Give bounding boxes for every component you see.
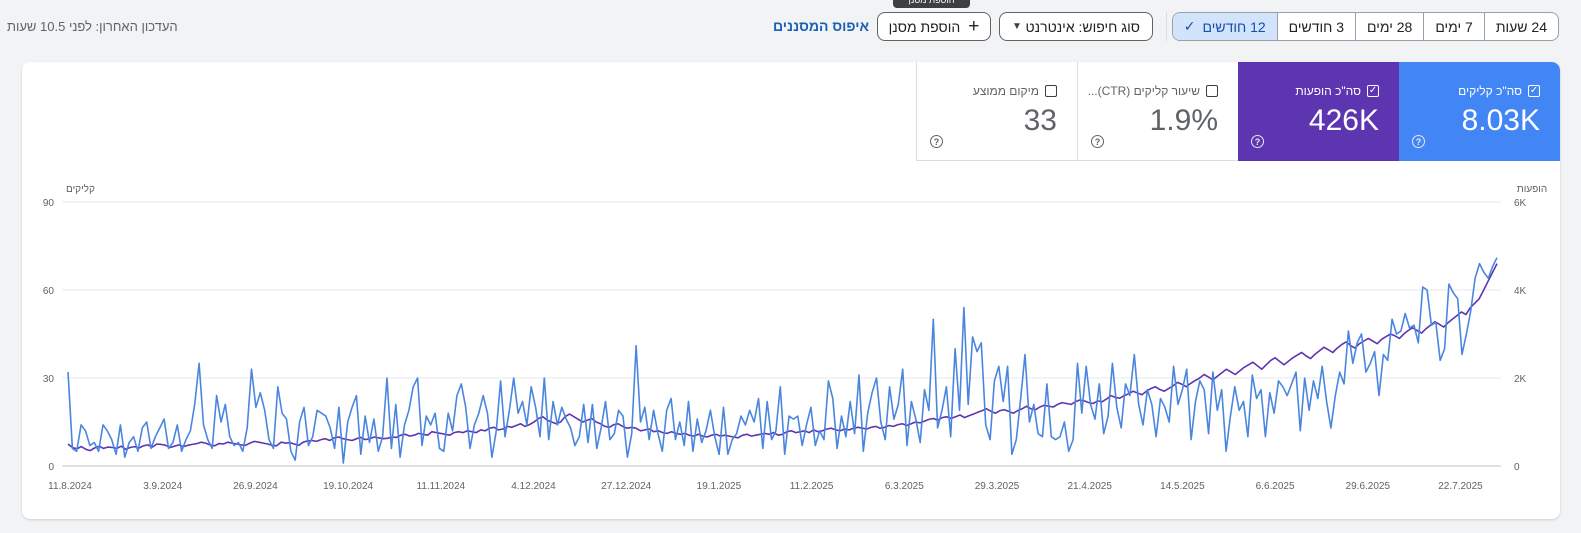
x-axis-tick-label: 11.2.2025	[790, 481, 834, 492]
metric-label: סה"כ קליקים	[1458, 84, 1522, 98]
metric-value: 1.9%	[1149, 104, 1218, 137]
left-axis-tick-label: 0	[48, 462, 54, 473]
metric-value: 33	[1023, 104, 1057, 137]
series-line-impressions	[67, 263, 1498, 452]
help-icon[interactable]: ?	[1251, 135, 1264, 148]
right-axis-tick-label: 4K	[1514, 286, 1527, 297]
x-axis-tick-label: 27.12.2024	[601, 481, 651, 492]
toolbar-divider	[1166, 12, 1167, 41]
metric-label-row: ✓ סה"כ הופעות	[1295, 84, 1379, 98]
left-axis-tick-label: 90	[43, 198, 55, 209]
date-range-label: 3 חודשים	[1288, 18, 1345, 35]
check-icon: ✓	[1183, 18, 1196, 34]
x-axis-tick-label: 19.1.2025	[697, 481, 742, 492]
left-axis-title: קליקים	[66, 183, 95, 195]
dropdown-caret-icon: ▼	[1012, 21, 1022, 32]
left-axis-tick-label: 30	[43, 374, 55, 385]
date-range-label: 12 חודשים	[1202, 18, 1266, 35]
date-range-selector: 24 שעות 7 ימים 28 ימים 3 חודשים 12 חודשים ✓	[1171, 12, 1559, 41]
x-axis-tick-label: 29.6.2025	[1346, 481, 1391, 492]
date-range-button[interactable]: 7 ימים	[1423, 13, 1484, 40]
add-filter-label: הוספת מסנן	[888, 18, 961, 35]
checkbox-checked-icon[interactable]: ✓	[1528, 85, 1540, 97]
reset-filters-link[interactable]: איפוס המסננים	[773, 18, 870, 34]
checkbox-unchecked-icon[interactable]	[1045, 85, 1057, 97]
right-axis-title: הופעות	[1517, 184, 1547, 195]
search-type-dropdown[interactable]: סוג חיפוש: אינטרנט ▼	[999, 12, 1153, 41]
metric-card-position[interactable]: מיקום ממוצע 33 ?	[916, 62, 1077, 161]
date-range-button[interactable]: 24 שעות	[1483, 13, 1558, 40]
x-axis-tick-label: 14.5.2025	[1160, 481, 1205, 492]
date-range-label: 28 ימים	[1367, 18, 1413, 35]
performance-line-chart[interactable]: 90 60 30 0 6K 4K 2K 0 קליקים הופעות 11.8.2024 3.9.2…	[22, 62, 1560, 519]
x-axis-tick-label: 26.9.2024	[233, 481, 278, 492]
metric-label: מיקום ממוצע	[972, 84, 1039, 98]
x-axis-tick-label: 6.3.2025	[885, 481, 924, 492]
search-type-label: סוג חיפוש: אינטרנט	[1025, 18, 1140, 35]
metric-label: סה"כ הופעות	[1295, 84, 1361, 98]
left-axis-tick-label: 60	[43, 286, 55, 297]
x-axis-tick-label: 19.10.2024	[323, 481, 373, 492]
metric-value: 8.03K	[1461, 104, 1540, 137]
x-axis-tick-label: 21.4.2025	[1067, 481, 1112, 492]
date-range-button[interactable]: 12 חודשים ✓	[1172, 13, 1277, 40]
help-icon[interactable]: ?	[1091, 135, 1104, 148]
metric-card-ctr[interactable]: שיעור קליקים (CTR)... 1.9% ?	[1077, 62, 1238, 161]
top-toolbar: הוספת מסנן 24 שעות 7 ימים 28 ימים 3 חודשים 1…	[0, 0, 1581, 52]
date-range-label: 7 ימים	[1435, 18, 1473, 35]
help-icon[interactable]: ?	[1412, 135, 1425, 148]
date-range-label: 24 שעות	[1495, 18, 1547, 35]
date-range-button[interactable]: 28 ימים	[1355, 13, 1423, 40]
add-filter-tooltip: הוספת מסנן	[893, 0, 970, 8]
x-axis-tick-label: 29.3.2025	[975, 481, 1020, 492]
metric-value: 426K	[1308, 104, 1379, 137]
right-axis-tick-label: 6K	[1514, 198, 1527, 209]
x-axis-tick-label: 4.12.2024	[511, 481, 556, 492]
checkbox-unchecked-icon[interactable]	[1206, 85, 1218, 97]
metric-label: שיעור קליקים (CTR)...	[1087, 84, 1200, 98]
x-axis-tick-label: 6.6.2025	[1256, 481, 1295, 492]
checkbox-checked-icon[interactable]: ✓	[1367, 85, 1379, 97]
metric-card-clicks[interactable]: ✓ סה"כ קליקים 8.03K ?	[1399, 62, 1560, 161]
metric-label-row: שיעור קליקים (CTR)...	[1088, 84, 1218, 98]
add-filter-button[interactable]: + הוספת מסנן	[877, 12, 991, 41]
right-axis-tick-label: 0	[1514, 462, 1520, 473]
x-axis-tick-label: 3.9.2024	[143, 481, 182, 492]
last-updated-text: העדכון האחרון: לפני 10.5 שעות	[7, 19, 178, 34]
plus-icon: +	[968, 16, 980, 37]
help-icon[interactable]: ?	[930, 135, 943, 148]
date-range-button[interactable]: 3 חודשים	[1276, 13, 1355, 40]
x-axis-tick-label: 11.8.2024	[48, 481, 92, 492]
performance-card: ✓ סה"כ קליקים 8.03K ? ✓ סה"כ הופעות 426K…	[22, 62, 1560, 519]
metric-label-row: מיקום ממוצע	[973, 84, 1057, 98]
series-line-clicks	[67, 257, 1498, 464]
metric-card-impressions[interactable]: ✓ סה"כ הופעות 426K ?	[1238, 62, 1399, 161]
x-axis-tick-label: 11.11.2024	[417, 481, 466, 492]
metric-label-row: ✓ סה"כ קליקים	[1458, 84, 1540, 98]
x-axis-tick-label: 22.7.2025	[1438, 481, 1483, 492]
right-axis-tick-label: 2K	[1514, 374, 1527, 385]
